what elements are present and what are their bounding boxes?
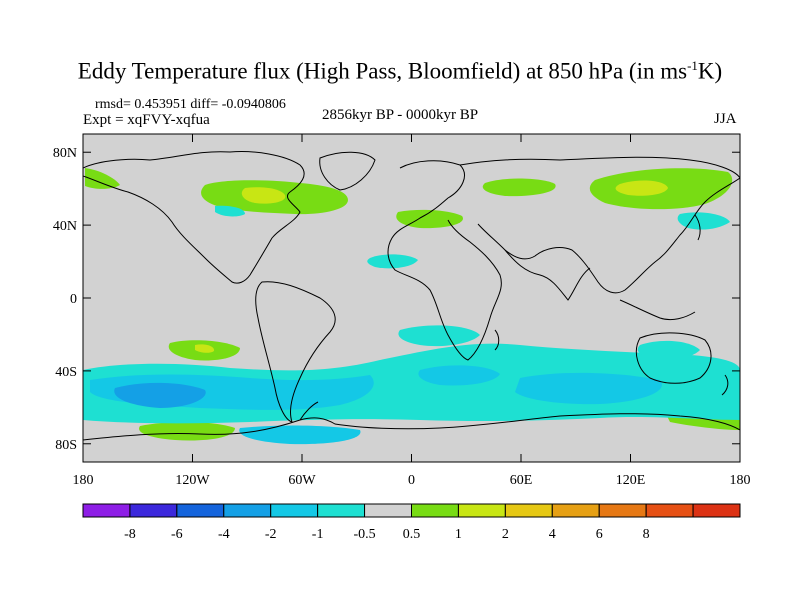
colorbar: -8 -6 -4 -2 -1 -0.5 0.5 1 2 4 6 8: [82, 503, 741, 542]
positive-anomaly-southern-pacific-core: [195, 344, 215, 353]
negative-anomaly-antarctic-coast: [239, 425, 361, 445]
colorbar-label: 6: [596, 527, 603, 542]
colorbar-swatch: [82, 503, 131, 518]
period-label: 2856kyr BP - 0000kyr BP: [322, 107, 479, 123]
chart-title: Eddy Temperature flux (High Pass, Bloomf…: [77, 58, 723, 84]
colorbar-swatch: [692, 503, 741, 518]
colorbar-swatch: [317, 503, 366, 518]
colorbar-swatch: [598, 503, 647, 518]
colorbar-label: 2: [502, 527, 509, 542]
x-tick-label: 120E: [616, 473, 646, 488]
colorbar-label: 4: [549, 527, 556, 542]
y-tick-label: 80S: [55, 438, 77, 453]
colorbar-swatch: [176, 503, 225, 518]
coast-greenland: [319, 151, 376, 191]
colorbar-swatch: [645, 503, 694, 518]
coast-southeast-asia: [619, 299, 696, 321]
negative-anomaly-australia: [637, 340, 700, 360]
x-tick-label: 120W: [175, 473, 210, 488]
coastlines: [83, 151, 740, 441]
colorbar-swatch: [457, 503, 506, 518]
coast-arabia-india: [504, 249, 591, 301]
colorbar-label: -6: [171, 527, 183, 542]
y-tick-label: 40N: [53, 219, 77, 234]
colorbar-swatch: [551, 503, 600, 518]
colorbar-swatch: [223, 503, 272, 518]
positive-anomaly-north-america-core: [241, 187, 286, 204]
positive-anomaly-east-asia-core: [615, 180, 668, 196]
colorbar-label: 0.5: [403, 527, 421, 542]
positive-anomaly-alaska: [85, 168, 120, 189]
x-tick-label: 0: [408, 473, 415, 488]
colorbar-label: 8: [643, 527, 650, 542]
coast-madagascar: [494, 329, 500, 351]
negative-anomaly-southern-atlantic-mid: [418, 365, 500, 386]
positive-anomaly-antarctic-pacific: [139, 422, 235, 441]
coast-north-america: [83, 151, 305, 284]
colorbar-label: -4: [218, 527, 230, 542]
x-tick-label: 60E: [510, 473, 533, 488]
coast-australia: [635, 332, 712, 384]
season-label: JJA: [714, 111, 737, 127]
coast-antarctica: [83, 413, 740, 441]
y-tick-label: 80N: [53, 146, 77, 161]
colorbar-swatch: [129, 503, 178, 518]
coast-south-america: [255, 281, 336, 423]
y-tick-label: 0: [70, 292, 77, 307]
colorbar-label: 1: [455, 527, 462, 542]
y-axis: 80N 40N 0 40S 80S: [53, 146, 740, 453]
rmsd-diff-stats: rmsd= 0.453951 diff= -0.0940806: [95, 97, 286, 112]
y-tick-label: 40S: [55, 365, 77, 380]
positive-anomaly-siberia-west: [482, 178, 556, 197]
x-axis: 180 120W 60W 0 60E 120E 180: [73, 134, 751, 488]
negative-anomaly-southern-ocean-core: [114, 382, 206, 408]
colorbar-label: -0.5: [353, 527, 375, 542]
colorbar-swatch: [504, 503, 553, 518]
coast-new-zealand: [721, 374, 729, 396]
colorbar-swatch: [411, 503, 459, 518]
x-tick-label: 60W: [288, 473, 316, 488]
negative-anomaly-north-pacific: [677, 212, 730, 230]
colorbar-label: -8: [124, 527, 136, 542]
anomaly-fields: [83, 168, 740, 445]
coast-europe-africa: [387, 160, 502, 361]
colorbar-label: -1: [312, 527, 324, 542]
experiment-label: Expt = xqFVY-xqfua: [83, 112, 210, 128]
negative-anomaly-south-atlantic: [398, 325, 480, 347]
negative-anomaly-north-atlantic: [215, 205, 245, 217]
negative-anomaly-atlantic-tropics: [367, 254, 418, 269]
x-tick-label: 180: [73, 473, 94, 488]
coast-antarctic-peninsula: [299, 401, 319, 421]
coast-japan: [694, 214, 701, 241]
negative-anomaly-southern-indian: [515, 372, 662, 405]
coast-asia: [459, 156, 740, 294]
colorbar-label: -2: [265, 527, 277, 542]
colorbar-swatch: [270, 503, 319, 518]
colorbar-swatch: [364, 503, 413, 518]
x-tick-label: 180: [730, 473, 751, 488]
positive-anomaly-europe: [396, 209, 463, 229]
